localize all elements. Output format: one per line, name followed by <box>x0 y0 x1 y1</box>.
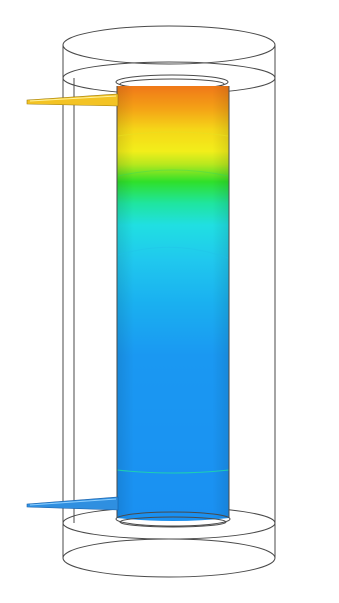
inlet-pipe-body <box>26 496 119 511</box>
thermal-band-upper <box>117 131 229 137</box>
tank-edge-shading <box>117 86 229 521</box>
outer-cylinder-wireframe <box>62 25 276 578</box>
outer-bottom-ellipse <box>62 538 276 578</box>
outlet-pipe <box>26 93 119 107</box>
thermal-band-mid <box>117 169 229 177</box>
inlet-pipe <box>26 496 119 511</box>
inlet-pipe-highlight <box>29 498 117 506</box>
outer-top-ellipse <box>62 25 276 65</box>
thermocline-line <box>116 469 230 474</box>
outlet-pipe-highlight <box>29 95 117 102</box>
thermal-band-low <box>117 246 229 259</box>
inner-bottom-rim <box>115 511 231 528</box>
inner-tank <box>116 86 230 521</box>
